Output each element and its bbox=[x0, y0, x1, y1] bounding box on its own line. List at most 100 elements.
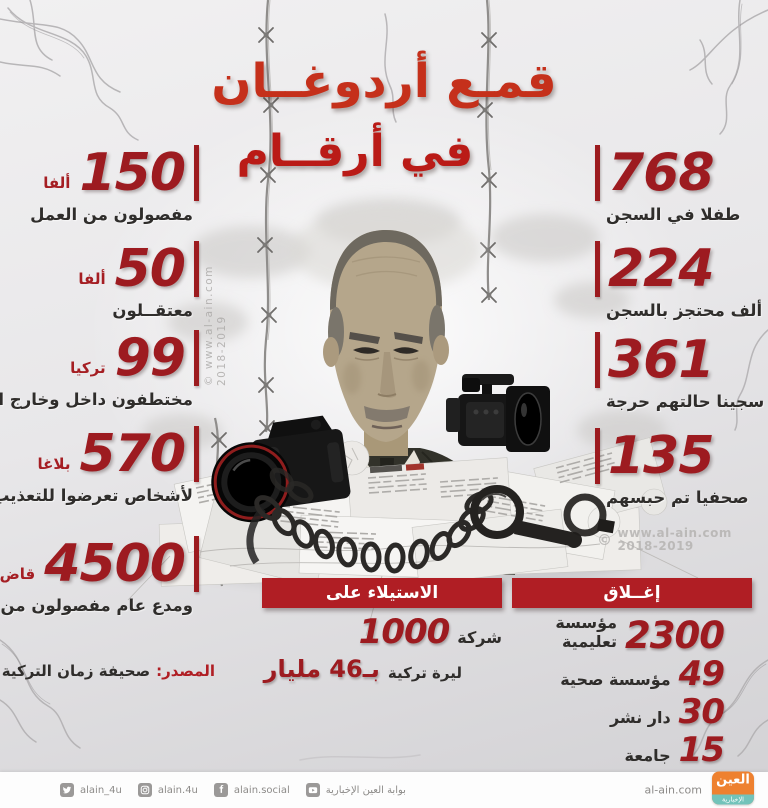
source-prefix: المصدر: bbox=[156, 662, 215, 680]
stat-label: سجينا حالتهم حرجة bbox=[606, 392, 765, 411]
stat-accent-bar bbox=[194, 145, 199, 201]
stat-value: 1000 bbox=[358, 612, 451, 652]
stat-value: 135 bbox=[608, 426, 715, 486]
video-camera bbox=[446, 374, 550, 452]
stat-unit: قاض bbox=[0, 565, 36, 583]
closure-row-publishers: دار نشر 30 bbox=[512, 694, 752, 731]
stat-label: مؤسسة تعليمية bbox=[555, 613, 618, 651]
copyright-symbol: © bbox=[597, 530, 613, 549]
stat-value: 30 bbox=[678, 692, 725, 732]
stat-accent-bar bbox=[595, 241, 600, 297]
instagram-icon bbox=[137, 783, 152, 797]
stat-label: طفلا في السجن bbox=[606, 205, 741, 224]
stat-label: جامعة bbox=[624, 746, 671, 765]
stat-value: 150 bbox=[79, 143, 186, 203]
twitter-handle: alain_4u bbox=[80, 784, 122, 796]
stat-value: 50 bbox=[114, 239, 186, 299]
stat-accent-bar bbox=[595, 332, 600, 388]
seizure-row-lira: بـ46 مليار ليرة تركية bbox=[262, 653, 462, 685]
stat-unit: ألفا bbox=[78, 270, 106, 288]
stat-value: 768 bbox=[608, 143, 715, 203]
stat-accent-bar bbox=[595, 428, 600, 484]
facebook-handle: alain.social bbox=[233, 784, 290, 796]
watermark-url: www.al-ain.com bbox=[203, 265, 215, 370]
stat-label: مؤسسة صحية bbox=[560, 670, 671, 689]
twitter-icon bbox=[60, 783, 74, 797]
stat-label: ألف محتجز بالسجن bbox=[606, 301, 763, 320]
copyright-symbol: © bbox=[203, 374, 215, 386]
stat-judges-dismissed: قاض 4500 ومدع عام مفصولون من عملهم bbox=[0, 536, 199, 615]
closure-banner: إغــلاق bbox=[512, 578, 752, 608]
source-line: صحيفة زمان التركية المصدر: bbox=[2, 662, 215, 680]
stat-value: 361 bbox=[608, 330, 715, 390]
stat-label: دار نشر bbox=[609, 708, 671, 727]
stat-unit: ألفا bbox=[43, 174, 71, 192]
stat-label: لأشخاص تعرضوا للتعذيب bbox=[0, 486, 193, 505]
alain-logo-wordmark: العين bbox=[716, 772, 750, 788]
seizure-row-companies: 1000 شركة bbox=[262, 613, 502, 651]
youtube-icon bbox=[305, 783, 320, 797]
dslr-camera bbox=[211, 415, 351, 565]
stat-label: مختطفون داخل وخارج البلاد bbox=[0, 390, 193, 409]
footer-bar: alain_4u alain.4u alain.social بوابة الع… bbox=[0, 771, 768, 808]
alain-logo-tagline: الإخبارية bbox=[712, 794, 754, 805]
stat-value: بـ46 مليار bbox=[263, 655, 381, 683]
stat-detained: ألفا 50 معتقــلون bbox=[0, 241, 199, 320]
stat-value: 2300 bbox=[625, 614, 725, 657]
stat-value: 15 bbox=[678, 730, 725, 770]
seizure-banner: الاستيلاء على bbox=[262, 578, 502, 608]
watermark-right: © www.al-ain.com 2018-2019 bbox=[597, 527, 732, 553]
stat-accent-bar bbox=[194, 241, 199, 297]
stat-kidnapped: تركيا 99 مختطفون داخل وخارج البلاد bbox=[0, 330, 199, 409]
stat-label: ومدع عام مفصولون من عملهم bbox=[0, 596, 193, 615]
website-url: al-ain.com bbox=[644, 783, 702, 797]
watermark-left: © www.al-ain.com 2018-2019 bbox=[203, 236, 229, 386]
stat-torture-reports: بلاغا 570 لأشخاص تعرضوا للتعذيب bbox=[0, 426, 199, 505]
watermark-url: www.al-ain.com bbox=[617, 526, 732, 540]
watermark-years: 2018-2019 bbox=[216, 315, 228, 386]
seizure-section: الاستيلاء على 1000 شركة بـ46 مليار ليرة … bbox=[262, 578, 502, 685]
stat-accent-bar bbox=[194, 426, 199, 482]
stat-dismissed-workers: ألفا 150 مفصولون من العمل bbox=[0, 145, 199, 224]
stat-label: ليرة تركية bbox=[387, 664, 462, 682]
stat-label: معتقــلون bbox=[112, 301, 193, 320]
watermark-years: 2018-2019 bbox=[617, 539, 694, 553]
stat-jailed-journalists: 135 صحفيا تم حبسهم bbox=[595, 428, 768, 507]
social-links: alain_4u alain.4u alain.social بوابة الع… bbox=[60, 783, 406, 797]
stat-unit: بلاغا bbox=[37, 455, 71, 473]
stat-thousand-held: 224 ألف محتجز بالسجن bbox=[595, 241, 768, 320]
instagram-link: alain.4u bbox=[137, 783, 198, 797]
handcuffs bbox=[470, 485, 615, 548]
youtube-link: بوابة العين الإخبارية bbox=[305, 783, 406, 797]
stat-accent-bar bbox=[595, 145, 600, 201]
twitter-link: alain_4u bbox=[60, 783, 122, 797]
instagram-handle: alain.4u bbox=[157, 784, 198, 796]
chain bbox=[254, 467, 494, 574]
stat-accent-bar bbox=[194, 536, 199, 592]
alain-logo: العين الإخبارية bbox=[712, 771, 754, 805]
stat-unit: تركيا bbox=[70, 359, 106, 377]
stat-label: مفصولون من العمل bbox=[30, 205, 193, 224]
stat-children-in-prison: 768 طفلا في السجن bbox=[595, 145, 768, 224]
facebook-icon bbox=[213, 783, 228, 797]
closure-section: إغــلاق مؤسسة تعليمية 2300 مؤسسة صحية 49… bbox=[512, 578, 752, 770]
source-text: صحيفة زمان التركية bbox=[1, 662, 151, 680]
closure-row-universities: جامعة 15 bbox=[512, 732, 752, 769]
closure-row-health: مؤسسة صحية 49 bbox=[512, 656, 752, 693]
stat-value: 570 bbox=[79, 424, 186, 484]
erdogan-portrait bbox=[255, 208, 515, 575]
stat-value: 224 bbox=[608, 239, 715, 299]
stat-label: صحفيا تم حبسهم bbox=[606, 488, 749, 507]
stat-accent-bar bbox=[194, 330, 199, 386]
stat-value: 49 bbox=[678, 654, 725, 694]
stat-value: 4500 bbox=[44, 534, 186, 594]
stat-label: شركة bbox=[457, 628, 502, 647]
youtube-handle: بوابة العين الإخبارية bbox=[325, 784, 406, 796]
footer-brand: al-ain.com العين الإخبارية bbox=[644, 771, 754, 807]
facebook-link: alain.social bbox=[213, 783, 290, 797]
main-title-line2: في أرقــام bbox=[236, 126, 474, 177]
stat-value: 99 bbox=[114, 328, 186, 388]
stat-critical-prisoners: 361 سجينا حالتهم حرجة bbox=[595, 332, 768, 411]
main-title-line1: قمـع أردوغــان bbox=[211, 54, 557, 109]
